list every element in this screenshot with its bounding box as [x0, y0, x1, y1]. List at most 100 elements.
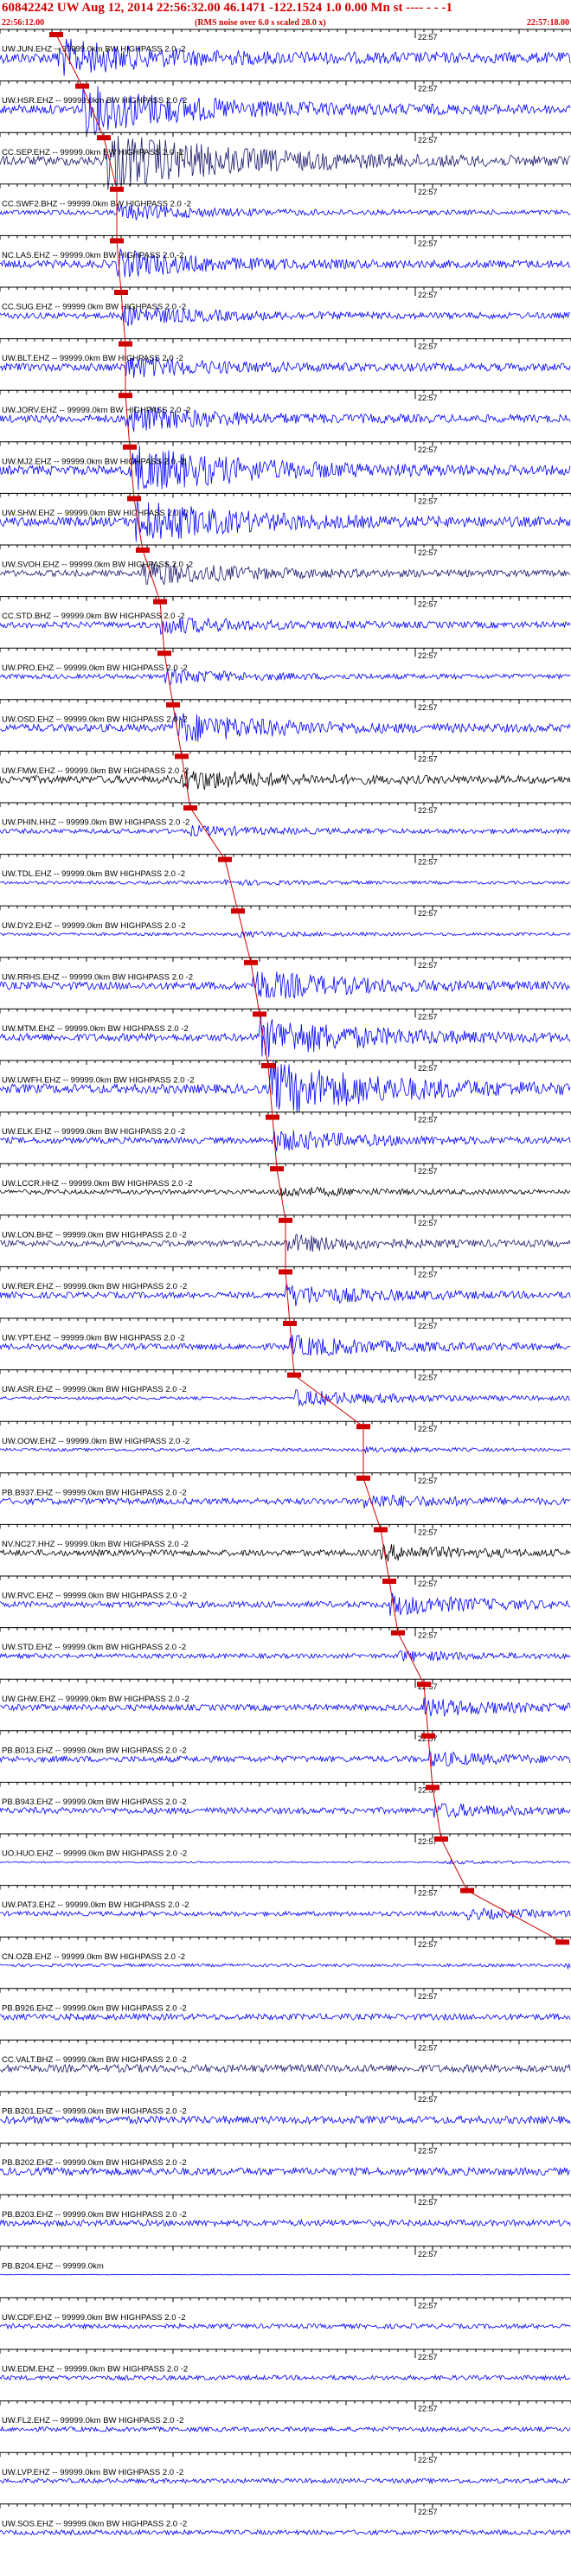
channel-label: UW.RVC.EHZ -- 99999.0km BW HIGHPASS 2.0 …	[2, 1592, 187, 1601]
channel-label: UW.CDF.EHZ -- 99999.0km BW HIGHPASS 2.0 …	[2, 2313, 186, 2323]
time-ticks	[0, 2503, 571, 2509]
waveform	[0, 1283, 571, 1307]
minute-label: 22:57	[418, 1116, 438, 1125]
minute-label: 22:57	[418, 1889, 438, 1898]
minute-label: 22:57	[418, 1477, 438, 1485]
waveform	[0, 1334, 571, 1356]
waveform	[0, 305, 571, 327]
channel-label: PB.B201.EHZ -- 99999.0km BW HIGHPASS 2.0…	[2, 2107, 187, 2117]
minute-label: 22:57	[418, 1270, 438, 1278]
time-ticks	[0, 596, 571, 601]
channel-label: UW.BLT.EHZ -- 99999.0km BW HIGHPASS 2.0 …	[2, 354, 183, 363]
minute-label: 22:57	[418, 909, 438, 918]
channel-label: UW.RRHS.EHZ -- 99999.0km BW HIGHPASS 2.0…	[2, 972, 193, 982]
waveform	[0, 1186, 571, 1198]
waveform	[0, 668, 571, 685]
minute-label: 22:57	[418, 394, 438, 402]
waveform	[0, 2166, 571, 2177]
minute-label: 22:57	[418, 1992, 438, 2001]
waveform	[0, 83, 571, 135]
minute-label: 22:57	[418, 239, 438, 247]
channel-label: UW.GHW.EHZ -- 99999.0km BW HIGHPASS 2.0 …	[2, 1695, 189, 1704]
waveform	[0, 204, 571, 221]
time-ticks	[0, 1782, 571, 1787]
waveform	[0, 931, 571, 939]
time-ticks	[0, 1988, 571, 1993]
channel-label: UW.EDM.EHZ -- 99999.0km BW HIGHPASS 2.0 …	[2, 2365, 188, 2374]
channel-label: PB.B203.EHZ -- 99999.0km BW HIGHPASS 2.0…	[2, 2210, 187, 2220]
pick-curve	[55, 34, 563, 1943]
time-ticks	[0, 1266, 571, 1272]
time-ticks	[0, 80, 571, 86]
channel-label: UW.TDL.EHZ -- 99999.0km BW HIGHPASS 2.0 …	[2, 869, 185, 879]
time-ticks	[0, 1369, 571, 1375]
channel-label: PB.B937.EHZ -- 99999.0km BW HIGHPASS 2.0…	[2, 1488, 187, 1497]
minute-label: 22:57	[418, 548, 438, 557]
waveform	[0, 1592, 571, 1617]
channel-label: UW.UWFH.EHZ -- 99999.0km BW HIGHPASS 2.0…	[2, 1076, 195, 1086]
time-ticks	[0, 390, 571, 395]
minute-label: 22:57	[418, 651, 438, 660]
time-ticks	[0, 287, 571, 292]
minute-label: 22:57	[418, 1012, 438, 1021]
channel-label: UW.SVOH.EHZ -- 99999.0km BW HIGHPASS 2.0…	[2, 561, 193, 570]
minute-label: 22:57	[418, 2043, 438, 2052]
channel-label: UW.FMW.EHZ -- 99999.0km BW HIGHPASS 2.0 …	[2, 766, 189, 776]
waveform	[0, 406, 571, 432]
time-ticks	[0, 1834, 571, 1838]
minute-label: 22:57	[418, 2353, 438, 2361]
minute-label: 22:57	[418, 754, 438, 763]
minute-label: 22:57	[418, 858, 438, 867]
minute-label: 22:57	[418, 2405, 438, 2413]
channel-label: PB.B013.EHZ -- 99999.0km BW HIGHPASS 2.0…	[2, 1746, 187, 1755]
channel-label: UW.JUN.EHZ -- 99999.0km BW HIGHPASS 2.0 …	[2, 45, 186, 54]
end-time: 22:57:18.00	[526, 18, 569, 28]
minute-label: 22:57	[418, 1374, 438, 1382]
time-ticks	[0, 906, 571, 911]
channel-label: UW.LCCR.HHZ -- 99999.0km BW HIGHPASS 2.0…	[2, 1179, 193, 1189]
waveform	[0, 2114, 571, 2125]
waveform	[0, 1859, 571, 1865]
minute-label: 22:57	[418, 1528, 438, 1536]
time-ticks	[0, 235, 571, 240]
waveform	[0, 2323, 571, 2330]
waveform	[0, 971, 571, 999]
time-ticks	[0, 1524, 571, 1529]
event-title: 60842242 UW Aug 12, 2014 22:56:32.00 46.…	[2, 1, 452, 15]
channel-label: UW.YPT.EHZ -- 99999.0km BW HIGHPASS 2.0 …	[2, 1334, 185, 1343]
minute-label: 22:57	[418, 1940, 438, 1949]
waveform	[0, 445, 571, 490]
waveform	[0, 712, 571, 742]
waveform	[0, 1962, 571, 1970]
time-ticks	[0, 441, 571, 446]
channel-label: PB.B943.EHZ -- 99999.0km BW HIGHPASS 2.0…	[2, 1797, 187, 1807]
time-ticks	[0, 1627, 571, 1632]
time-ticks	[0, 2452, 571, 2457]
start-time: 22:56:12.00	[2, 18, 45, 28]
channel-label: UW.STD.EHZ -- 99999.0km BW HIGHPASS 2.0 …	[2, 1643, 186, 1652]
waveform	[0, 2063, 571, 2073]
channel-label: UW.MJ2.EHZ -- 99999.0km BW HIGHPASS 2.0 …	[2, 457, 185, 466]
channel-label: UW.PRO.EHZ -- 99999.0km BW HIGHPASS 2.0 …	[2, 663, 188, 673]
minute-label: 22:57	[418, 343, 438, 351]
waveform	[0, 1060, 571, 1113]
time-ticks	[0, 338, 571, 343]
plot-header: 60842242 UW Aug 12, 2014 22:56:32.00 46.…	[0, 0, 571, 29]
channel-label: NV.NC27.HHZ -- 99999.0km BW HIGHPASS 2.0…	[2, 1540, 189, 1549]
time-ticks	[0, 132, 571, 138]
minute-label: 22:57	[418, 1219, 438, 1227]
time-ticks	[0, 1730, 571, 1735]
time-ticks	[0, 2246, 571, 2251]
channel-label: UW.SOS.EHZ -- 99999.0km BW HIGHPASS 2.0 …	[2, 2519, 187, 2528]
time-ticks	[0, 2040, 571, 2045]
waveform	[0, 1495, 571, 1509]
waveform	[0, 769, 571, 791]
minute-label: 22:57	[418, 291, 438, 299]
channel-label: UW.SHW.EHZ -- 99999.0km BW HIGHPASS 2.0 …	[2, 509, 189, 518]
channel-label: CC.VALT.BHZ -- 99999.0km BW HIGHPASS 2.0…	[2, 2055, 187, 2065]
waveform	[0, 878, 571, 887]
time-ticks	[0, 2400, 571, 2406]
time-ticks	[0, 183, 571, 189]
channel-label: UW.FL2.EHZ -- 99999.0km BW HIGHPASS 2.0 …	[2, 2416, 183, 2425]
